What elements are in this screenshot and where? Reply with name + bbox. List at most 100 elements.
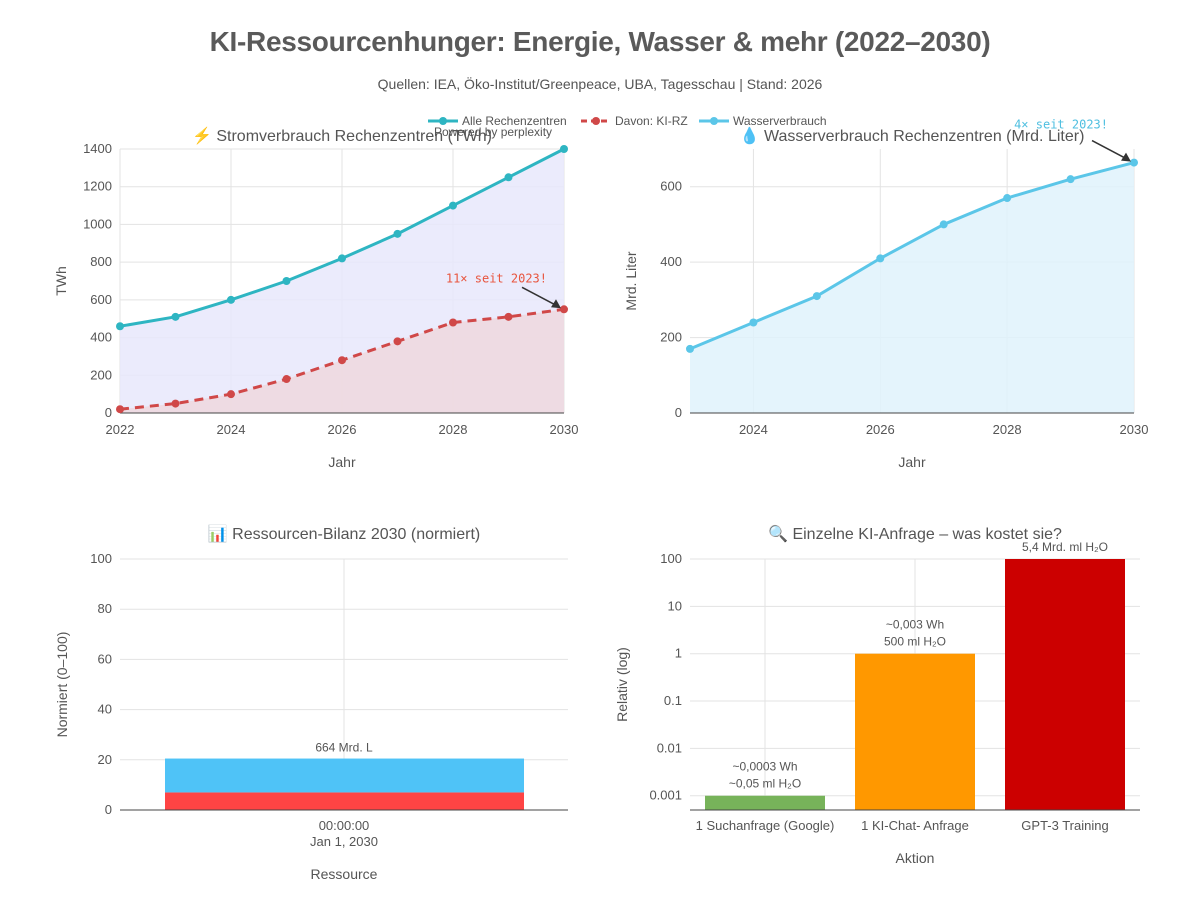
x-axis-title: Aktion — [896, 850, 935, 866]
bar-value-label: 664 Mrd. L — [315, 741, 373, 755]
y-tick-label: 800 — [90, 254, 112, 269]
y-tick-label: 0.1 — [664, 693, 682, 708]
y-tick-label: 400 — [90, 330, 112, 345]
annotation-arrow — [1091, 139, 1129, 161]
data-point — [171, 312, 180, 321]
y-tick-label: 40 — [98, 702, 112, 717]
data-point — [282, 375, 291, 384]
data-point — [1066, 175, 1075, 184]
bar-1 — [855, 653, 975, 810]
annotation-arrowhead — [551, 299, 561, 309]
bar-0 — [705, 795, 825, 810]
y-tick-label: 400 — [660, 254, 682, 269]
annotation-arrowhead — [1121, 152, 1131, 162]
x-axis-title: Ressource — [311, 866, 378, 882]
x-tick-label: 2028 — [993, 422, 1022, 437]
y-tick-label: 600 — [90, 292, 112, 307]
y-tick-label: 600 — [660, 179, 682, 194]
y-tick-label: 0 — [105, 405, 112, 420]
page-title: KI-Ressourcenhunger: Energie, Wasser & m… — [209, 26, 991, 57]
data-point — [227, 295, 235, 304]
x-tick-label: 2022 — [106, 422, 135, 437]
bar-2 — [1005, 559, 1125, 810]
x-axis-title: Jahr — [328, 454, 356, 470]
water-chart: 0 200 400 600 2024 2026 2028 2030 4× seit 2023!💧… — [623, 118, 1148, 470]
data-point — [116, 322, 124, 331]
y-tick-label: 200 — [90, 367, 112, 382]
x-tick-label: GPT-3 Training — [1021, 818, 1108, 833]
data-point — [449, 201, 457, 210]
y-axis-title: Normiert (0–100) — [54, 632, 70, 738]
data-point — [393, 337, 402, 346]
y-tick-label: 1200 — [83, 179, 112, 194]
legend-label-0: Alle Rechenzentren — [462, 114, 567, 128]
data-point — [504, 312, 513, 321]
stacked-bar-segment-1 — [165, 758, 524, 793]
y-tick-label: 0.001 — [649, 788, 682, 803]
stacked-bar-segment-0 — [165, 792, 524, 810]
legend-swatch-marker-0 — [439, 117, 447, 125]
panel-title: ⚡ Stromverbrauch Rechenzentren (TWh) — [192, 126, 492, 145]
x-tick-label: 2030 — [550, 422, 579, 437]
panel-title: 💧 Wasserverbrauch Rechenzentren (Mrd. Li… — [740, 126, 1085, 145]
y-tick-label: 20 — [98, 752, 112, 767]
y-tick-label: 100 — [90, 551, 112, 566]
x-tick-label: 2024 — [217, 422, 246, 437]
data-point — [939, 220, 948, 229]
data-point — [504, 173, 513, 182]
bar-data-label: 5,4 Mrd. ml H₂O — [1022, 540, 1108, 554]
y-tick-label: 200 — [660, 330, 682, 345]
y-tick-label: 60 — [98, 651, 112, 666]
data-point — [1130, 158, 1138, 167]
data-point — [560, 305, 568, 314]
series-line-0 — [689, 161, 1135, 351]
data-point — [338, 356, 346, 365]
y-tick-label: 80 — [98, 601, 112, 616]
panel-title: 🔍 Einzelne KI-Anfrage – was kostet sie? — [768, 523, 1062, 543]
data-point — [812, 292, 821, 301]
power-chart: 0 200 400 600 800 1000 1200 1400 2022 2024 2026 202… — [53, 126, 578, 470]
x-tick-label: 2028 — [439, 422, 468, 437]
data-point — [686, 344, 694, 353]
data-point — [227, 390, 235, 399]
data-point — [393, 229, 402, 238]
legend-swatch-marker-2 — [710, 117, 718, 125]
y-axis-title: TWh — [53, 266, 69, 296]
data-point — [560, 145, 568, 153]
data-point — [876, 254, 885, 263]
data-point — [116, 405, 124, 414]
x-tick-label: 00:00:00 — [319, 818, 370, 833]
bar-data-label: 500 ml H₂O — [884, 635, 946, 649]
bar-data-label: ~0,0003 Wh — [732, 760, 797, 774]
data-point — [1003, 194, 1012, 203]
data-point — [338, 254, 346, 263]
legend-label-2: Wasserverbrauch — [733, 114, 827, 128]
y-tick-label: 10 — [668, 598, 682, 613]
y-tick-label: 0 — [675, 405, 682, 420]
y-axis-title: Relativ (log) — [614, 647, 630, 722]
x-tick-label: 2024 — [739, 422, 768, 437]
x-tick-label: 2026 — [866, 422, 895, 437]
y-axis-title: Mrd. Liter — [623, 251, 639, 310]
x-tick-label: 1 KI-Chat- Anfrage — [861, 818, 969, 833]
y-tick-label: 1000 — [83, 216, 112, 231]
data-point — [749, 318, 758, 327]
page-subtitle: Quellen: IEA, Öko-Institut/Greenpeace, U… — [377, 76, 823, 92]
x-tick-label: Jan 1, 2030 — [310, 834, 378, 849]
x-tick-label: 2026 — [328, 422, 357, 437]
data-point — [282, 277, 291, 285]
y-tick-label: 1 — [675, 646, 682, 661]
annotation-text: 4× seit 2023! — [1014, 118, 1108, 132]
legend-swatch-marker-1 — [592, 117, 600, 125]
bar-data-label: ~0,05 ml H₂O — [729, 777, 801, 791]
panel-title: 📊 Ressourcen-Bilanz 2030 (normiert) — [208, 524, 480, 543]
y-tick-label: 100 — [660, 551, 682, 566]
bar-data-label: ~0,003 Wh — [886, 618, 944, 632]
x-tick-label: 2030 — [1120, 422, 1149, 437]
y-tick-label: 0.01 — [657, 740, 682, 755]
y-tick-label: 1400 — [83, 141, 112, 156]
series-area-0 — [690, 162, 1134, 413]
legend: Alle Rechenzentren Davon: KI-RZ Wasserverb… — [428, 114, 827, 128]
